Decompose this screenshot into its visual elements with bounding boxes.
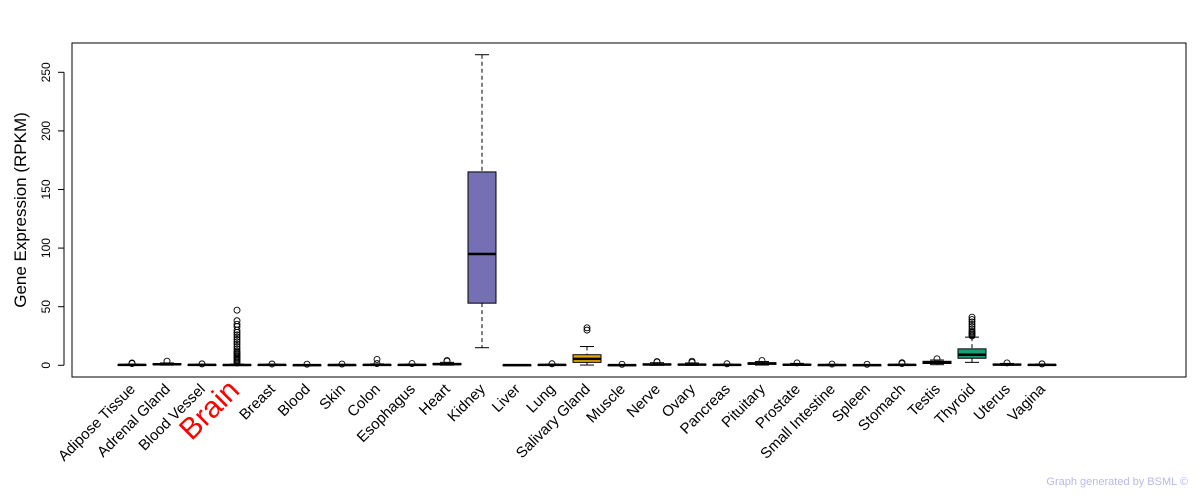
outlier-point [233,306,241,314]
outlier-point [583,326,591,334]
outlier-point [653,358,661,365]
outlier-point [128,359,136,367]
y-tick-label: 50 [39,300,53,314]
box-blood-vessel [187,360,217,368]
outlier-point [443,357,451,365]
box-heart [432,357,462,366]
outlier-point [968,327,976,335]
x-tick-label: Nerve [624,381,664,421]
footer-credit: Graph generated by BSML © [1046,476,1188,488]
box-breast [257,360,287,368]
outlier-point [968,323,976,331]
outlier-point [233,338,241,346]
outlier-point [723,360,731,368]
outlier-point [968,325,976,333]
x-tick-label: Kidney [444,380,489,425]
box-uterus [992,359,1022,367]
box-skin [327,360,357,368]
outlier-point [408,360,416,367]
outlier-point [828,360,836,368]
outlier-point [268,360,276,368]
box-colon [362,355,392,367]
outlier-point [233,343,241,350]
box-esophagus [397,360,427,367]
box-lung [537,360,567,368]
box-vagina [1027,360,1057,368]
x-tick-label: Muscle [583,381,629,427]
x-tick-label: Blood [275,381,314,420]
x-tick-label: Breast [236,380,279,423]
y-axis: 0 50 100 150 200 250 [39,62,65,369]
box-salivary-gland [572,324,602,366]
outlier-point [303,360,311,368]
box-kidney [467,54,497,349]
y-tick-label: 0 [39,362,53,369]
outlier-point [968,316,976,324]
box-stomach [887,359,917,367]
outlier-point [898,359,906,367]
box-nerve [642,358,672,366]
box-brain [222,306,252,367]
outlier-point [968,320,976,328]
outlier-point [233,317,241,325]
outlier-point [968,318,976,326]
box-pancreas [712,360,742,368]
box-blood [292,360,322,368]
box-testis [922,355,952,366]
outlier-point [968,313,976,321]
box-small-intestine [817,360,847,368]
outlier-point [233,345,241,353]
outlier-point [233,333,241,341]
outlier-point [548,360,556,368]
box-prostate [782,359,812,367]
outlier-point [758,357,766,365]
outlier-point [688,357,696,365]
outlier-point [863,360,871,368]
outlier-point [233,336,241,343]
outlier-point [793,359,801,367]
box-adrenal-gland [152,357,182,366]
box-liver [502,363,532,367]
outlier-point [198,360,206,368]
box-muscle [607,360,637,368]
box-ovary [677,357,707,366]
x-tick-label: Uterus [971,381,1014,424]
outlier-point [233,347,241,355]
x-tick-label: Liver [489,381,524,416]
y-tick-label: 150 [39,179,53,199]
outlier-point [1038,360,1046,368]
outlier-point [933,355,941,363]
outlier-point [373,355,381,363]
box-spleen [852,360,882,368]
box-iqr [467,171,497,304]
outlier-point [338,360,346,368]
box-series [117,54,1057,368]
outlier-point [233,340,241,348]
box-pituitary [747,357,777,366]
y-tick-label: 250 [39,62,53,82]
y-axis-label: Gene Expression (RPKM) [11,112,30,308]
outlier-point [618,360,626,368]
plot-frame [71,42,1187,378]
outlier-point [583,324,591,332]
outlier-point [233,320,241,328]
y-tick-label: 100 [39,238,53,258]
outlier-point [233,331,241,339]
y-tick-label: 200 [39,121,53,141]
outlier-point [163,357,171,365]
box-thyroid [957,313,987,363]
outlier-point [1003,359,1011,367]
outlier-point [373,360,381,367]
box-adipose-tissue [117,359,147,367]
x-tick-label: Vagina [1005,380,1050,425]
